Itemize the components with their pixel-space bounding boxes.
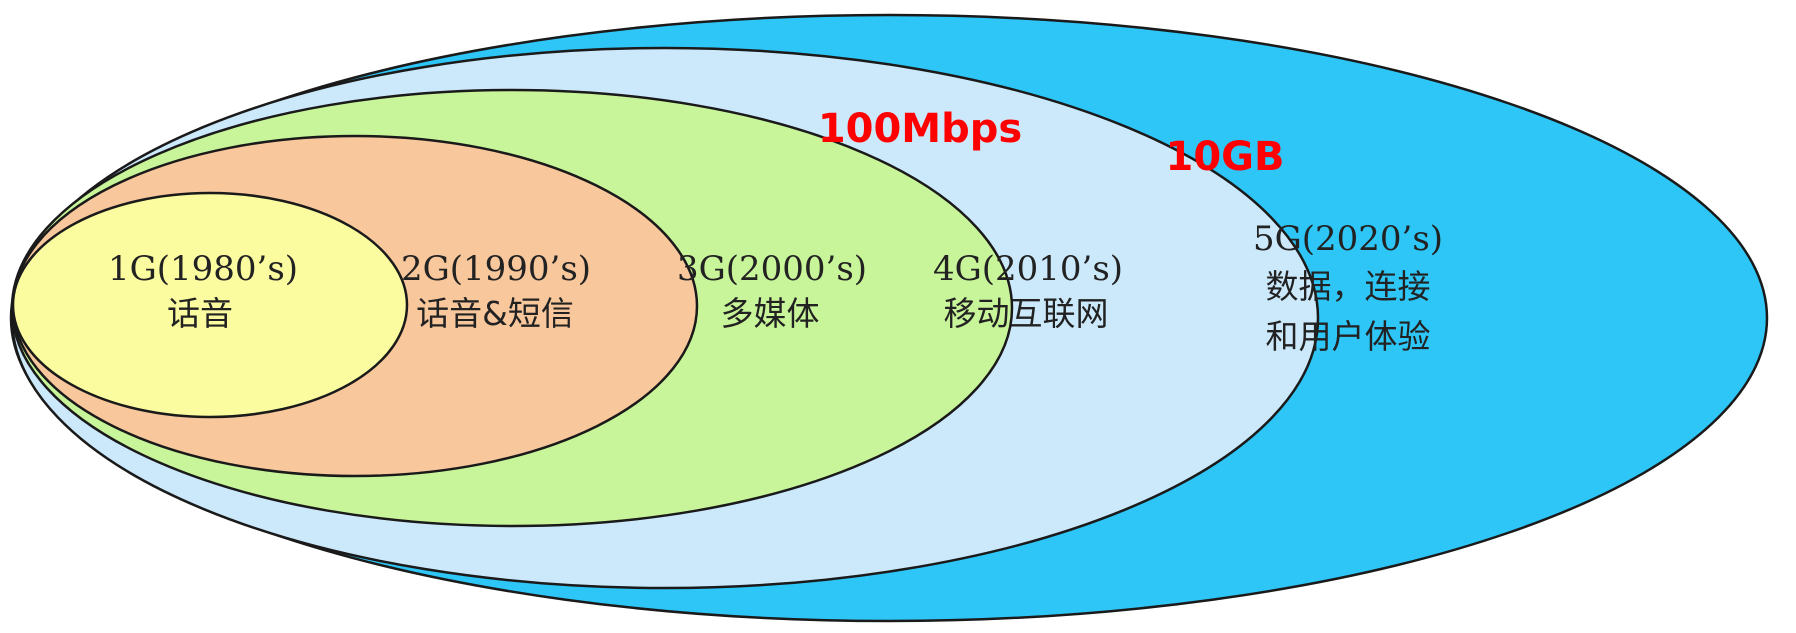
desc-label-2g: 话音&短信 xyxy=(416,294,574,333)
gen-label-3g: 3G(2000’s) xyxy=(677,249,867,289)
gen-label-5g: 5G(2020’s) xyxy=(1253,219,1443,259)
ellipse-1g xyxy=(11,191,409,419)
desc-label-5g-line2: 和用户体验 xyxy=(1266,317,1431,356)
speed-label-5g: 10GB xyxy=(1166,134,1285,180)
gen-label-1g: 1G(1980’s) xyxy=(108,249,298,289)
desc-label-3g: 多媒体 xyxy=(721,294,820,333)
gen-label-4g: 4G(2010’s) xyxy=(933,249,1123,289)
desc-label-5g-line1: 数据，连接 xyxy=(1266,267,1431,306)
gen-label-2g: 2G(1990’s) xyxy=(401,249,591,289)
desc-label-1g: 话音 xyxy=(167,294,233,333)
speed-label-4g: 100Mbps xyxy=(818,106,1022,152)
desc-label-4g: 移动互联网 xyxy=(944,294,1109,333)
